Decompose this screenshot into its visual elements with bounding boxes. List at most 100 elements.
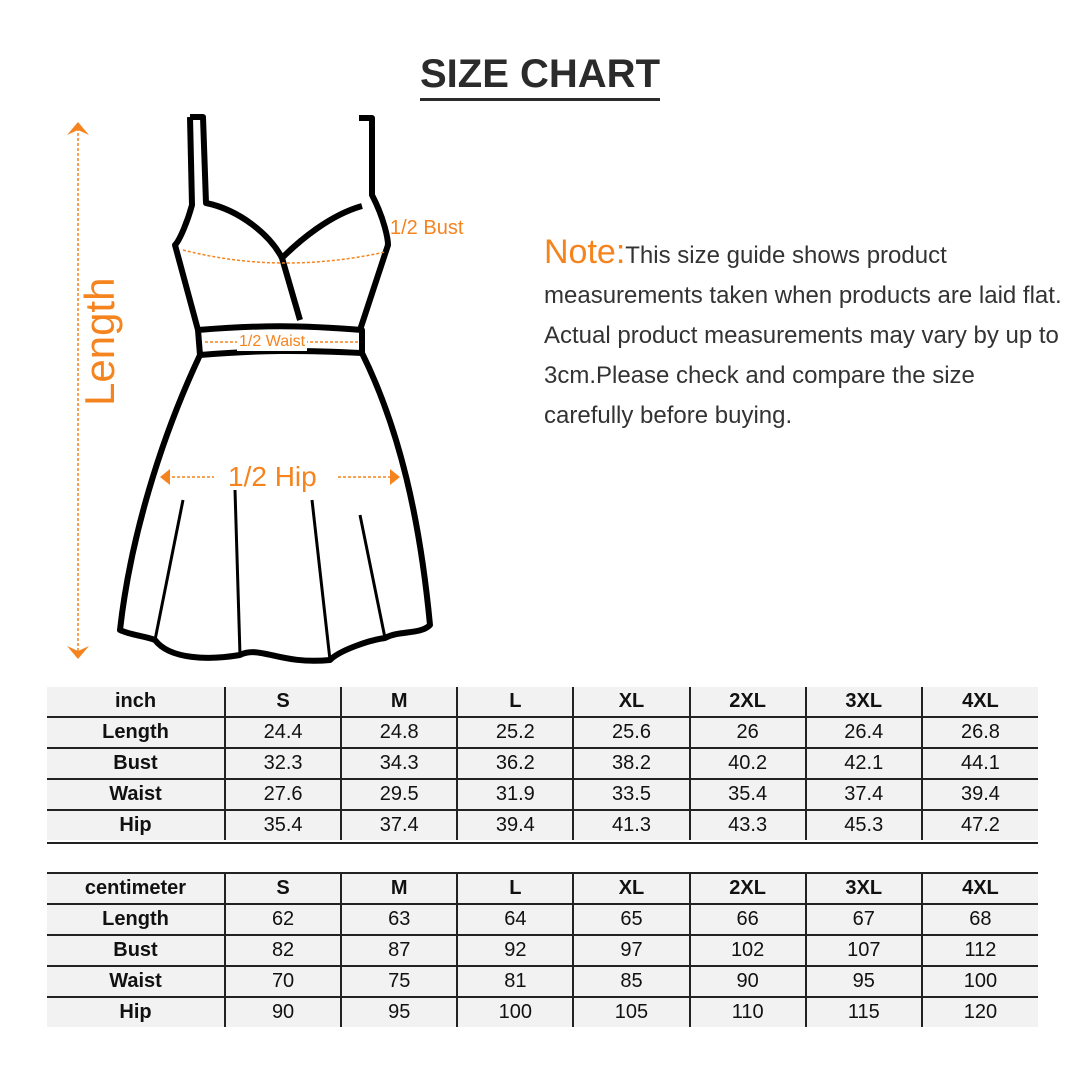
table-cell: 47.2 [920, 810, 1038, 840]
table-cell: M [340, 873, 458, 905]
table-cell: 67 [804, 904, 922, 936]
bust-label: 1/2 Bust [390, 217, 464, 239]
table-cell: 120 [920, 997, 1038, 1027]
table-cell: 37.4 [804, 779, 922, 811]
table-row: Length 62 63 64 65 66 67 68 [47, 904, 1038, 936]
table-cell: 65 [572, 904, 690, 936]
row-label: Waist [47, 966, 225, 998]
table-cell: 102 [688, 935, 806, 967]
table-spacer [47, 842, 1038, 874]
table-row: Bust 32.3 34.3 36.2 38.2 40.2 42.1 44.1 [47, 748, 1038, 780]
table-cell: 39.4 [920, 779, 1038, 811]
row-label: Bust [47, 748, 225, 780]
table-cell: 62 [223, 904, 342, 936]
note-text: This size guide shows product measuremen… [544, 242, 1062, 429]
table-cell: 2XL [688, 873, 806, 905]
table-cell: 25.6 [572, 717, 690, 749]
arrow-up-icon [67, 122, 89, 135]
table-cell: 97 [572, 935, 690, 967]
table-cell: 4XL [920, 873, 1038, 905]
table-cell: 110 [688, 997, 806, 1027]
table-cell: 112 [920, 935, 1038, 967]
table-cell: 87 [340, 935, 458, 967]
table-cell: L [456, 873, 574, 905]
table-row: Bust 82 87 92 97 102 107 112 [47, 935, 1038, 967]
table-cell: 25.2 [456, 717, 574, 749]
table-cell: 68 [920, 904, 1038, 936]
size-note: Note:This size guide shows product measu… [544, 232, 1064, 436]
bust-arrow [182, 249, 386, 264]
dress-outline [117, 114, 433, 664]
table-cell: 107 [804, 935, 922, 967]
table-cell: XL [572, 873, 690, 905]
table-cell: 31.9 [456, 779, 574, 811]
table-cell: 35.4 [688, 779, 806, 811]
waist-label: 1/2 Waist [237, 333, 308, 351]
table-cell: 95 [804, 966, 922, 998]
table-cell: 105 [572, 997, 690, 1027]
table-cell: 38.2 [572, 748, 690, 780]
table-cell: 81 [456, 966, 574, 998]
row-label: Waist [47, 779, 225, 811]
table-cell: 66 [688, 904, 806, 936]
table-cell: 26.4 [804, 717, 922, 749]
table-cell: 45.3 [804, 810, 922, 840]
arrow-right-icon [390, 469, 400, 485]
row-label: Length [47, 904, 225, 936]
table-cell: 32.3 [223, 748, 342, 780]
arrow-left-icon [160, 469, 170, 485]
table-cell: 35.4 [223, 810, 342, 840]
length-label: Length [76, 277, 123, 406]
table-header-row: centimeter S M L XL 2XL 3XL 4XL [47, 873, 1038, 905]
table-cell: L [456, 687, 574, 718]
table-cell: 37.4 [340, 810, 458, 840]
table-cell: 33.5 [572, 779, 690, 811]
note-label: Note: [544, 233, 626, 271]
table-cell: 95 [340, 997, 458, 1027]
cm-size-table: centimeter S M L XL 2XL 3XL 4XL Length 62 63 64 65 66… [47, 872, 1038, 1027]
table-cell: 3XL [804, 873, 922, 905]
table-header-row: inch S M L XL 2XL 3XL 4XL [47, 687, 1038, 718]
table-cell: S [223, 687, 342, 718]
row-label: Length [47, 717, 225, 749]
table-cell: XL [572, 687, 690, 718]
table-cell: 34.3 [340, 748, 458, 780]
table-cell: 100 [456, 997, 574, 1027]
table-cell: 36.2 [456, 748, 574, 780]
table-cell: 2XL [688, 687, 806, 718]
table-cell: 40.2 [688, 748, 806, 780]
row-label: Hip [47, 997, 225, 1027]
arrow-down-icon [67, 646, 89, 659]
row-label: inch [47, 687, 225, 718]
table-cell: 82 [223, 935, 342, 967]
inch-size-table: inch S M L XL 2XL 3XL 4XL Length 24.4 24.8 25.2 25.6… [47, 687, 1038, 840]
table-cell: M [340, 687, 458, 718]
table-cell: 42.1 [804, 748, 922, 780]
table-cell: 26.8 [920, 717, 1038, 749]
table-cell: 85 [572, 966, 690, 998]
table-cell: 3XL [804, 687, 922, 718]
table-cell: 90 [223, 997, 342, 1027]
row-label: Hip [47, 810, 225, 840]
table-row: Hip 90 95 100 105 110 115 120 [47, 997, 1038, 1027]
table-cell: 63 [340, 904, 458, 936]
arrow-heads [67, 122, 400, 659]
table-cell: 29.5 [340, 779, 458, 811]
table-cell: 64 [456, 904, 574, 936]
table-cell: 115 [804, 997, 922, 1027]
table-cell: 24.4 [223, 717, 342, 749]
table-cell: 4XL [920, 687, 1038, 718]
table-row: Waist 70 75 81 85 90 95 100 [47, 966, 1038, 998]
page-title: SIZE CHART [0, 52, 1080, 101]
table-row: Waist 27.6 29.5 31.9 33.5 35.4 37.4 39.4 [47, 779, 1038, 811]
table-cell: 27.6 [223, 779, 342, 811]
row-label: Bust [47, 935, 225, 967]
table-cell: 24.8 [340, 717, 458, 749]
table-cell: 100 [920, 966, 1038, 998]
table-cell: 90 [688, 966, 806, 998]
table-cell: 70 [223, 966, 342, 998]
table-cell: 41.3 [572, 810, 690, 840]
table-cell: S [223, 873, 342, 905]
row-label: centimeter [47, 873, 225, 905]
